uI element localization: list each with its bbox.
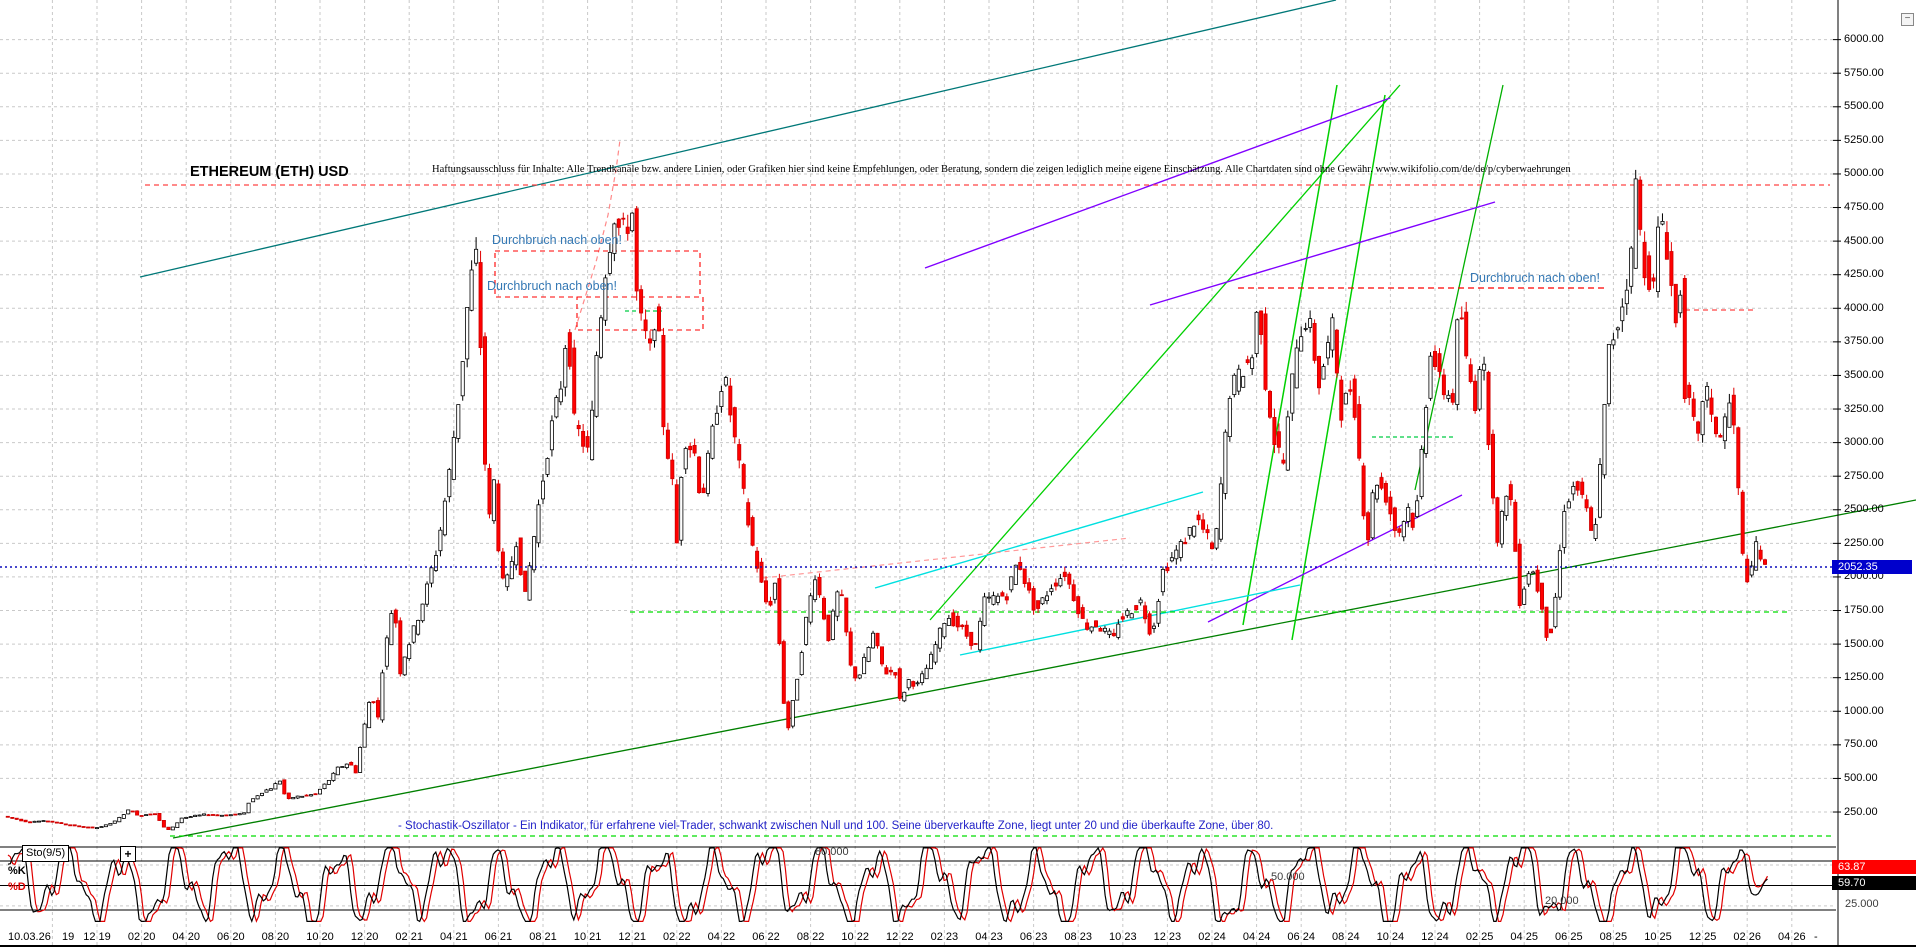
trend-line-7 xyxy=(1149,201,1496,306)
price-axis-label: 1000.00 xyxy=(1844,704,1884,717)
current-date-label: 10.03.26 xyxy=(8,931,51,943)
time-axis-label: 08 25 xyxy=(1599,931,1628,943)
time-axis-label: 04 25 xyxy=(1510,931,1538,943)
time-axis-label: 08 20 xyxy=(261,931,290,943)
price-axis-label: 3750.00 xyxy=(1844,335,1884,348)
trend-line-3 xyxy=(1242,84,1338,626)
time-axis-label: 12 22 xyxy=(886,931,914,943)
time-axis-label: 10 22 xyxy=(841,931,869,943)
price-axis-label: 6000.00 xyxy=(1844,33,1884,46)
price-axis-label: 5500.00 xyxy=(1844,100,1884,113)
time-axis-label: 02 21 xyxy=(395,931,423,943)
time-axis-label: 10 24 xyxy=(1376,931,1405,943)
breakout-annotation: Durchbruch nach oben! xyxy=(492,233,622,247)
stochastic-level-label: 20.000 xyxy=(1545,895,1579,907)
time-axis-label: 12 23 xyxy=(1153,931,1182,943)
candlestick-series xyxy=(5,169,1768,831)
price-axis-label: 5750.00 xyxy=(1844,66,1884,79)
trend-line-6 xyxy=(924,97,1391,269)
price-axis-label: 1750.00 xyxy=(1844,604,1884,617)
stochastic-level-label: 80.000 xyxy=(815,846,849,858)
stochastic-value-badge: 63.87 xyxy=(1832,860,1916,874)
price-axis-label: 250.00 xyxy=(1844,805,1878,818)
price-axis-label: 750.00 xyxy=(1844,738,1878,751)
time-axis-label: 12 21 xyxy=(618,931,646,943)
stochastic-value-badge: 59.70 xyxy=(1832,876,1916,890)
time-axis-label: 06 24 xyxy=(1287,931,1315,943)
price-axis-label: 1250.00 xyxy=(1844,671,1884,684)
trend-line-10 xyxy=(959,584,1301,656)
price-axis-label: 3250.00 xyxy=(1844,402,1884,415)
minimize-icon[interactable]: − xyxy=(1901,13,1914,26)
price-axis-label: 4250.00 xyxy=(1844,268,1884,281)
price-axis-label: 1500.00 xyxy=(1844,637,1884,650)
price-axis-label: 4750.00 xyxy=(1844,201,1884,214)
time-axis-label: 10 25 xyxy=(1644,931,1672,943)
time-axis-label: 19 xyxy=(62,931,75,943)
time-axis-label: 04 20 xyxy=(172,931,200,943)
indicator-name-box: Sto(9/5) xyxy=(22,845,70,862)
price-axis-label: 3000.00 xyxy=(1844,436,1884,449)
time-axis-label: 06 25 xyxy=(1555,931,1583,943)
price-axis-label: 5250.00 xyxy=(1844,133,1884,146)
time-axis-label: 02 22 xyxy=(663,931,691,943)
time-axis-label: 12 24 xyxy=(1421,931,1449,943)
trend-line-0 xyxy=(139,0,1337,278)
time-axis-end-label: - xyxy=(1814,931,1818,943)
trend-line-8 xyxy=(1207,494,1463,623)
price-axis-label: 3500.00 xyxy=(1844,368,1884,381)
breakout-annotation: Durchbruch nach oben! xyxy=(487,279,617,293)
expand-plus-icon[interactable]: + xyxy=(120,846,136,862)
price-axis-label: 2250.00 xyxy=(1844,536,1884,549)
time-axis-label: 04 24 xyxy=(1242,931,1271,943)
time-axis-label: 06 21 xyxy=(484,931,513,943)
time-axis-label: 06 22 xyxy=(752,931,780,943)
percent-d-label: %D xyxy=(8,881,26,893)
time-axis-label: 08 24 xyxy=(1332,931,1360,943)
stochastic-k-line xyxy=(7,846,1768,924)
time-axis-label: 02 26 xyxy=(1733,931,1761,943)
time-axis-label: 08 21 xyxy=(529,931,557,943)
time-axis-label: 12 19 xyxy=(83,931,111,943)
price-axis-label: 500.00 xyxy=(1844,771,1878,784)
time-axis-label: 04 22 xyxy=(707,931,736,943)
time-axis-label: 08 23 xyxy=(1064,931,1092,943)
disclaimer-text: Haftungsausschluss für Inhalte: Alle Tre… xyxy=(432,164,1571,175)
price-axis-label: 4500.00 xyxy=(1844,234,1884,247)
price-axis-label: 5000.00 xyxy=(1844,167,1884,180)
price-axis-label: 2500.00 xyxy=(1844,503,1884,516)
time-axis-label: 08 22 xyxy=(796,931,825,943)
time-axis-label: 10 20 xyxy=(306,931,334,943)
stochastic-d-line xyxy=(7,846,1769,923)
stochastic-note: - Stochastik-Oszillator - Ein Indikator,… xyxy=(398,820,1274,832)
time-axis-label: 02 25 xyxy=(1465,931,1494,943)
trend-line-9 xyxy=(874,491,1204,589)
gridlines xyxy=(0,0,1836,946)
percent-k-label: %K xyxy=(8,865,26,877)
time-axis-label: 02 23 xyxy=(930,931,959,943)
time-axis-label: 02 20 xyxy=(127,931,156,943)
time-axis-label: 10 21 xyxy=(573,931,602,943)
time-axis-label: 04 26 xyxy=(1778,931,1806,943)
time-axis-label: 06 20 xyxy=(217,931,245,943)
time-axis-label: 10 23 xyxy=(1109,931,1137,943)
trend-line-11 xyxy=(762,537,1131,579)
trend-line-1 xyxy=(172,499,1916,839)
price-axis-label: 4000.00 xyxy=(1844,301,1884,314)
time-axis-label: 04 23 xyxy=(975,931,1003,943)
stochastic-level-label: 50.000 xyxy=(1271,871,1305,883)
price-axis-label: 2750.00 xyxy=(1844,469,1884,482)
breakout-annotation: Durchbruch nach oben! xyxy=(1470,271,1600,285)
time-axis-label: 12 25 xyxy=(1688,931,1717,943)
oscillator-right-axis-label: 25.000 xyxy=(1845,898,1879,910)
time-axis-label: 12 20 xyxy=(350,931,379,943)
time-axis-label: 06 23 xyxy=(1019,931,1048,943)
parabolic-dashed-curve xyxy=(574,139,621,331)
time-axis-label: 04 21 xyxy=(440,931,468,943)
chart-title: ETHEREUM (ETH) USD xyxy=(190,164,349,180)
time-axis-label: 02 24 xyxy=(1198,931,1226,943)
current-price-badge: 2052.35 xyxy=(1832,560,1912,574)
